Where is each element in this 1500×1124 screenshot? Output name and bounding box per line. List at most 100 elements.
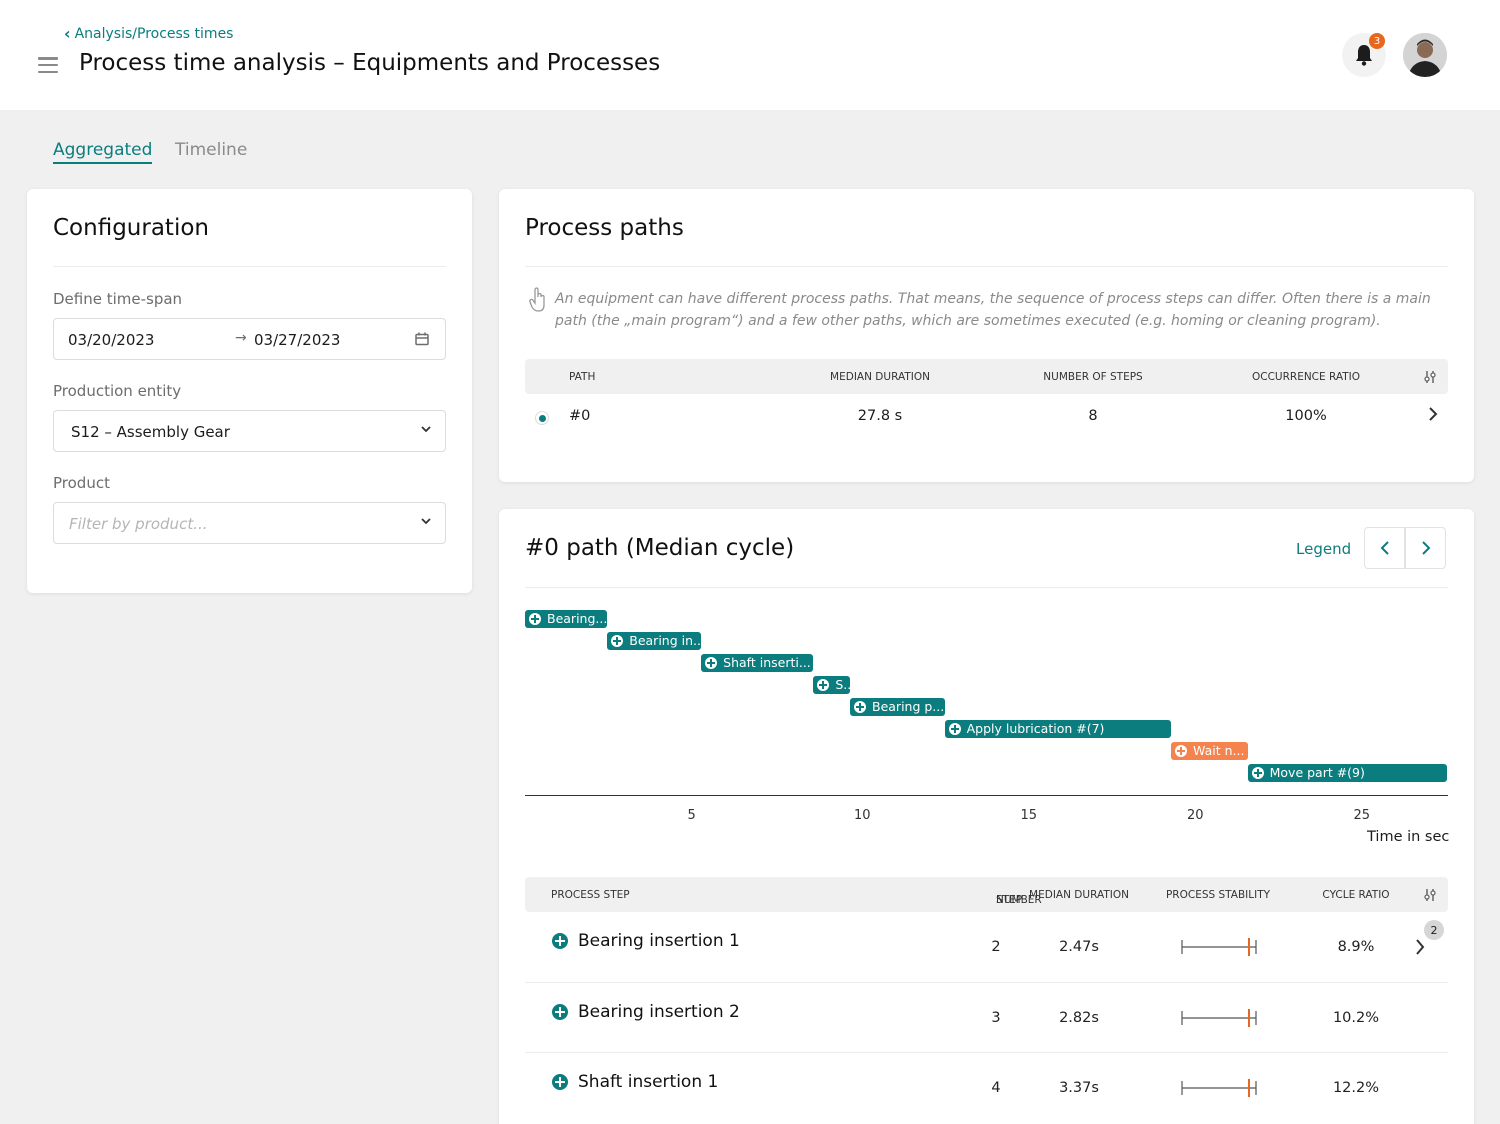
plus-icon[interactable]	[948, 723, 961, 735]
median-cycle-title: #0 path (Median cycle)	[525, 535, 795, 561]
step-ratio: 12.2%	[1332, 1080, 1380, 1096]
previous-button[interactable]	[1364, 527, 1405, 569]
plus-icon[interactable]	[817, 679, 830, 691]
path-ratio: 100%	[1285, 408, 1327, 424]
timeline-bar-label: S..	[835, 677, 850, 692]
timeline-bar-label: Bearing in...	[629, 633, 702, 648]
date-to[interactable]: 03/27/2023	[254, 331, 341, 349]
col-process-stability: PROCESS STABILITY	[1165, 889, 1271, 901]
plus-icon[interactable]	[552, 933, 568, 949]
arrow-right-icon: →	[235, 330, 247, 346]
plus-icon[interactable]	[529, 613, 541, 625]
steps-table-header: PROCESS STEP STEP NUMBER MEDIAN DURATION…	[525, 877, 1448, 912]
column-settings-icon[interactable]	[1423, 370, 1437, 384]
timeline-bar[interactable]: Bearing...	[525, 610, 608, 628]
x-tick-label: 15	[1020, 808, 1038, 823]
notification-badge: 3	[1369, 33, 1385, 49]
chevron-right-icon[interactable]	[1427, 406, 1439, 422]
avatar[interactable]	[1403, 33, 1447, 77]
step-median: 2.47s	[1059, 939, 1099, 955]
column-settings-icon[interactable]	[1423, 888, 1437, 902]
step-number: 4	[991, 1080, 1001, 1096]
plus-icon[interactable]	[1175, 745, 1188, 757]
page-title: Process time analysis – Equipments and P…	[79, 50, 661, 76]
x-tick-label: 10	[854, 808, 871, 823]
timeline-bar-label: Shaft inserti...	[723, 655, 811, 670]
plus-icon[interactable]	[552, 1074, 568, 1090]
col-path: PATH	[569, 371, 596, 383]
col-cycle-ratio: CYCLE RATIO	[1322, 889, 1390, 901]
plus-icon[interactable]	[1251, 767, 1264, 779]
tab-aggregated[interactable]: Aggregated	[53, 140, 153, 164]
product-label: Product	[53, 474, 110, 492]
step-median: 3.37s	[1059, 1080, 1099, 1096]
entity-select[interactable]: S12 – Assembly Gear	[53, 410, 446, 452]
top-bar: ‹ Analysis/Process times Process time an…	[0, 0, 1500, 110]
configuration-card: Configuration Define time-span 03/20/202…	[27, 189, 472, 593]
process-paths-card: Process paths An equipment can have diff…	[499, 189, 1474, 482]
legend-button[interactable]: Legend	[1296, 540, 1352, 558]
menu-icon[interactable]	[38, 57, 58, 73]
path-median: 27.8 s	[857, 408, 903, 424]
timeline-bar-label: Apply lubrication #(7)	[966, 721, 1105, 736]
time-span-label: Define time-span	[53, 290, 183, 308]
plus-icon[interactable]	[611, 635, 624, 647]
timeline-bar[interactable]: Shaft inserti...	[701, 654, 814, 672]
breadcrumb-label[interactable]: Analysis/Process times	[74, 25, 234, 42]
date-range-input[interactable]: 03/20/2023 → 03/27/2023	[53, 318, 446, 360]
calendar-icon[interactable]	[415, 332, 429, 346]
timeline-bar-label: Move part #(9)	[1269, 765, 1365, 780]
timeline-bar[interactable]: Move part #(9)	[1247, 764, 1448, 782]
stability-boxplot	[1181, 938, 1257, 956]
x-axis	[525, 795, 1448, 796]
chevron-right-icon	[1421, 541, 1430, 555]
stability-boxplot	[1181, 1009, 1257, 1027]
chevron-left-icon: ‹	[64, 24, 71, 43]
step-name: Bearing insertion 2	[578, 1002, 740, 1022]
product-placeholder: Filter by product...	[69, 515, 208, 533]
next-button[interactable]	[1405, 527, 1446, 569]
stability-boxplot	[1181, 1079, 1257, 1097]
hand-pointer-icon	[529, 287, 545, 312]
timeline-bar[interactable]: Bearing in...	[607, 632, 702, 650]
col-process-step: PROCESS STEP	[551, 889, 630, 901]
product-select[interactable]: Filter by product...	[53, 502, 446, 544]
entity-value: S12 – Assembly Gear	[71, 423, 230, 441]
path-radio[interactable]	[535, 411, 549, 425]
col-number-of-steps: NUMBER OF STEPS	[1043, 371, 1143, 383]
divider	[53, 266, 446, 267]
step-name: Bearing insertion 1	[578, 931, 740, 951]
x-tick-label: 20	[1187, 808, 1204, 823]
timeline-bar[interactable]: Apply lubrication #(7)	[944, 720, 1172, 738]
timeline-bar[interactable]: Bearing p...	[850, 698, 945, 716]
timeline-bar-label: Wait n...	[1193, 743, 1245, 758]
divider	[525, 266, 1448, 267]
step-number: 3	[991, 1010, 1001, 1026]
table-row[interactable]: #0 27.8 s 8 100%	[525, 399, 1448, 439]
divider	[525, 587, 1448, 588]
col-step-number-line2: NUMBER	[996, 894, 1042, 906]
plus-icon[interactable]	[854, 701, 866, 713]
step-ratio: 8.9%	[1337, 939, 1375, 955]
breadcrumb[interactable]: ‹ Analysis/Process times	[64, 24, 233, 43]
paths-table-header: PATH MEDIAN DURATION NUMBER OF STEPS OCC…	[525, 359, 1448, 394]
bell-icon	[1356, 45, 1372, 66]
configuration-title: Configuration	[53, 215, 209, 241]
step-number: 2	[991, 939, 1001, 955]
tab-timeline[interactable]: Timeline	[175, 140, 248, 160]
path-id: #0	[569, 408, 591, 424]
timeline-bar[interactable]: Wait n...	[1171, 742, 1248, 760]
date-from[interactable]: 03/20/2023	[68, 331, 155, 349]
timeline-bar-label: Bearing p...	[872, 699, 945, 714]
median-cycle-card	[499, 509, 1474, 1124]
page-badge: 2	[1424, 920, 1444, 940]
chevron-right-icon[interactable]	[1414, 938, 1426, 956]
plus-icon[interactable]	[552, 1004, 568, 1020]
divider	[525, 982, 1448, 983]
chevron-left-icon	[1380, 541, 1389, 555]
timeline-bar[interactable]: S..	[813, 676, 850, 694]
timeline-bar-label: Bearing...	[547, 611, 608, 626]
x-axis-label: Time in sec	[1367, 829, 1450, 845]
plus-icon[interactable]	[705, 657, 718, 669]
x-tick-label: 5	[687, 808, 696, 823]
